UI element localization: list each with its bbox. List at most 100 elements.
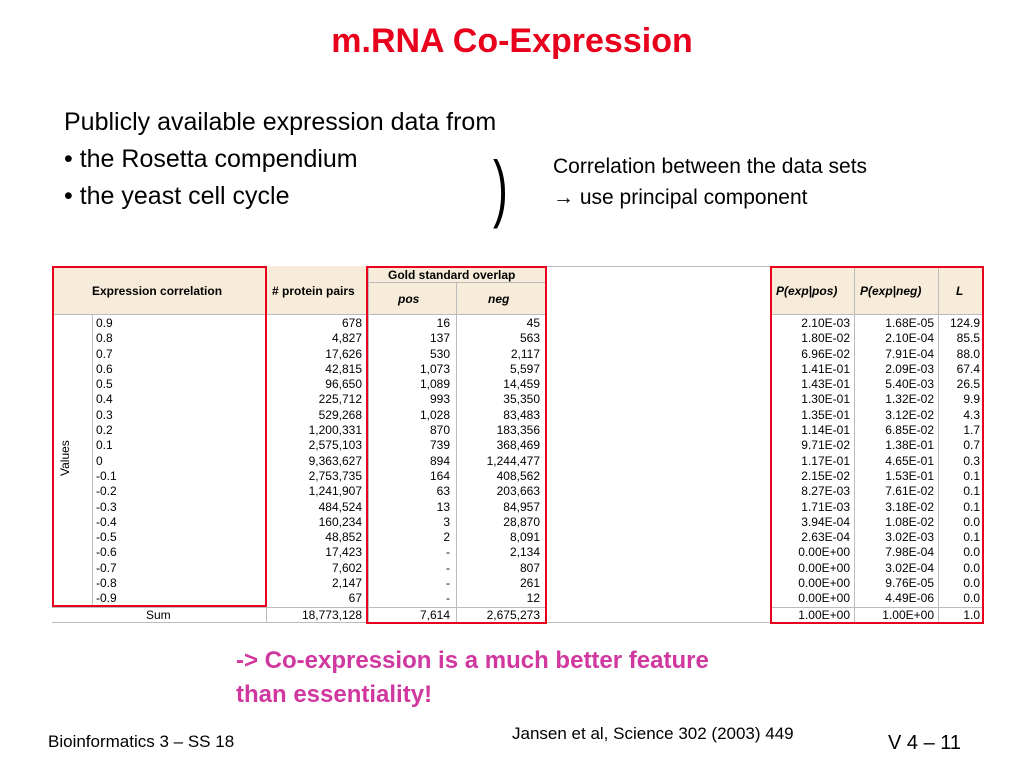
- header-background-left: [52, 266, 546, 314]
- l-cell: 0.0: [963, 591, 980, 606]
- pos-cell: 1,028: [419, 407, 450, 422]
- sum-neg: 2,675,273: [486, 608, 540, 622]
- p-exp-neg-cell: 3.02E-03: [885, 530, 934, 545]
- p-exp-neg-cell: 7.98E-04: [885, 545, 934, 560]
- p-exp-neg-column: 1.68E-05 2.10E-04 7.91E-04 2.09E-03 5.40E-03…: [854, 316, 934, 607]
- l-cell: 1.7: [963, 423, 980, 438]
- protein-pairs-cell: 48,852: [325, 530, 362, 545]
- p-exp-pos-cell: 1.43E-01: [801, 377, 850, 392]
- p-exp-pos-cell: 9.71E-02: [801, 438, 850, 453]
- correlation-text: Correlation between the data sets: [553, 155, 868, 178]
- header-neg: neg: [488, 292, 510, 306]
- correlation-cell: 0.2: [96, 423, 113, 438]
- citation: Jansen et al, Science 302 (2003) 449: [512, 724, 794, 743]
- intro-text: Publicly available expression data from: [64, 108, 497, 136]
- header-gold-standard: Gold standard overlap: [388, 268, 516, 282]
- sum-divider-left: [52, 607, 546, 608]
- footer-course: Bioinformatics 3 – SS 18: [48, 732, 235, 751]
- bullet-rosetta: • the Rosetta compendium: [64, 145, 358, 173]
- correlation-cell: 0.1: [96, 438, 113, 453]
- correlation-cell: 0.3: [96, 407, 113, 422]
- p-exp-pos-cell: 2.63E-04: [801, 530, 850, 545]
- l-cell: 0.3: [963, 453, 980, 468]
- l-cell: 0.1: [963, 468, 980, 483]
- neg-cell: 84,957: [503, 499, 540, 514]
- header-expression-correlation: Expression correlation: [92, 284, 223, 298]
- p-exp-pos-cell: 0.00E+00: [798, 545, 850, 560]
- neg-cell: 35,350: [503, 392, 540, 407]
- p-exp-pos-cell: 6.96E-02: [801, 346, 850, 361]
- gold-standard-divider: [368, 282, 546, 283]
- l-cell: 0.1: [963, 499, 980, 514]
- neg-column: 45 563 2,117 5,597 14,459 35,350 83,483 183,356…: [456, 316, 540, 607]
- l-cell: 0.7: [963, 438, 980, 453]
- sum-pos: 7,614: [419, 608, 450, 622]
- l-cell: 67.4: [956, 361, 980, 376]
- pos-cell: 739: [429, 438, 450, 453]
- neg-cell: 203,663: [496, 484, 540, 499]
- p-exp-pos-cell: 1.35E-01: [801, 407, 850, 422]
- l-cell: 0.0: [963, 576, 980, 591]
- protein-pairs-column: 678 4,827 17,626 42,815 96,650 225,712 529,268…: [266, 316, 362, 607]
- correlation-cell: 0.7: [96, 346, 113, 361]
- protein-pairs-cell: 9,363,627: [308, 453, 362, 468]
- pos-cell: 1,089: [419, 377, 450, 392]
- protein-pairs-cell: 225,712: [318, 392, 362, 407]
- header-protein-pairs: # protein pairs: [272, 284, 355, 298]
- pos-cell: 993: [429, 392, 450, 407]
- principal-component-text: → use principal component: [553, 186, 808, 209]
- column-line-l: [938, 266, 939, 623]
- p-exp-neg-cell: 1.32E-02: [885, 392, 934, 407]
- p-exp-neg-cell: 9.76E-05: [885, 576, 934, 591]
- p-exp-pos-cell: 1.14E-01: [801, 423, 850, 438]
- protein-pairs-cell: 4,827: [331, 331, 362, 346]
- pos-cell: 3: [443, 514, 450, 529]
- neg-cell: 12: [526, 591, 540, 606]
- pos-cell: 530: [429, 346, 450, 361]
- correlation-cell: 0.8: [96, 331, 113, 346]
- l-cell: 0.0: [963, 514, 980, 529]
- header-p-exp-pos: P(exp|pos): [776, 284, 838, 298]
- l-cell: 0.1: [963, 484, 980, 499]
- l-cell: 124.9: [949, 316, 980, 330]
- p-exp-neg-cell: 1.38E-01: [885, 438, 934, 453]
- neg-cell: 563: [519, 331, 540, 346]
- highlight-correlation-box: [52, 266, 267, 607]
- sum-p-exp-neg: 1.00E+00: [882, 608, 934, 622]
- p-exp-pos-cell: 1.80E-02: [801, 331, 850, 346]
- closing-parenthesis: ): [493, 146, 508, 229]
- correlation-cell: -0.3: [96, 499, 117, 514]
- p-exp-neg-cell: 3.02E-04: [885, 560, 934, 575]
- l-cell: 85.5: [956, 331, 980, 346]
- protein-pairs-cell: 1,241,907: [308, 484, 362, 499]
- protein-pairs-cell: 484,524: [318, 499, 362, 514]
- header-pos: pos: [398, 292, 420, 306]
- correlation-cell: -0.4: [96, 514, 117, 529]
- neg-cell: 8,091: [509, 530, 540, 545]
- pos-cell: 137: [429, 331, 450, 346]
- l-cell: 88.0: [956, 346, 980, 361]
- p-exp-neg-cell: 3.18E-02: [885, 499, 934, 514]
- p-exp-pos-cell: 0.00E+00: [798, 560, 850, 575]
- protein-pairs-cell: 42,815: [325, 361, 362, 376]
- p-exp-pos-cell: 0.00E+00: [798, 576, 850, 591]
- protein-pairs-cell: 7,602: [331, 560, 362, 575]
- pos-cell: 16: [436, 316, 450, 330]
- pos-cell: 13: [436, 499, 450, 514]
- neg-cell: 183,356: [496, 423, 540, 438]
- correlation-cell: -0.9: [96, 591, 117, 606]
- sum-label: Sum: [146, 608, 171, 622]
- protein-pairs-cell: 2,147: [331, 576, 362, 591]
- values-column-line: [92, 314, 93, 607]
- neg-cell: 28,870: [503, 514, 540, 529]
- correlation-cell: -0.2: [96, 484, 117, 499]
- slide-number: V 4 – 11: [888, 732, 962, 754]
- correlation-cell: -0.6: [96, 545, 117, 560]
- column-line-pos: [368, 266, 369, 623]
- p-exp-pos-cell: 2.10E-03: [801, 316, 850, 330]
- p-exp-pos-cell: 2.15E-02: [801, 468, 850, 483]
- p-exp-pos-column: 2.10E-03 1.80E-02 6.96E-02 1.41E-01 1.43E-01…: [770, 316, 850, 607]
- p-exp-neg-cell: 7.91E-04: [885, 346, 934, 361]
- header-p-exp-neg: P(exp|neg): [860, 284, 922, 298]
- pos-cell: 63: [436, 484, 450, 499]
